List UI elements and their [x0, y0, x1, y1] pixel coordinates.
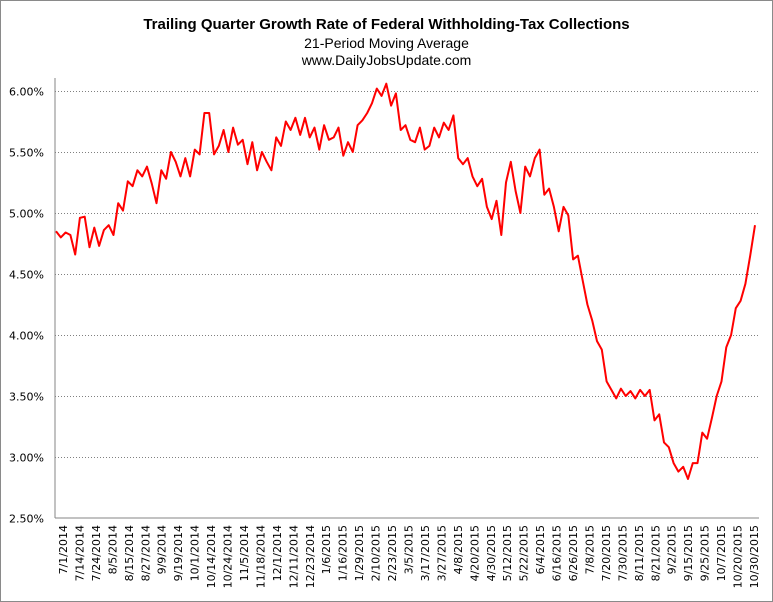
- y-tick-label: 2.50%: [9, 513, 44, 526]
- x-tick-label: 10/30/2015: [748, 525, 761, 588]
- y-axis-ticks: 2.50% 3.00% 3.50% 4.00% 4.50% 5.00% 5.50% 6.00%: [9, 86, 44, 526]
- x-tick-label: 10/1/2014: [189, 525, 202, 581]
- x-tick-label: 7/8/2015: [583, 525, 596, 574]
- series-line: [55, 82, 756, 480]
- x-tick-label: 8/5/2014: [106, 525, 119, 574]
- x-tick-label: 11/18/2014: [254, 525, 267, 588]
- x-tick-label: 1/6/2015: [320, 525, 333, 574]
- y-tick-label: 4.50%: [9, 269, 44, 282]
- x-tick-label: 12/23/2014: [304, 525, 317, 588]
- x-tick-label: 8/27/2014: [139, 525, 152, 581]
- x-tick-label: 8/11/2015: [633, 525, 646, 581]
- x-tick-label: 10/24/2014: [222, 525, 235, 588]
- x-tick-label: 3/5/2015: [403, 525, 416, 574]
- y-tick-label: 5.00%: [9, 208, 44, 221]
- x-tick-label: 4/20/2015: [468, 525, 481, 581]
- x-axis-ticks: 7/1/2014 7/14/2014 7/24/2014 8/5/2014 8/15/2…: [57, 525, 761, 588]
- x-tick-label: 9/19/2014: [172, 525, 185, 581]
- chart-source: www.DailyJobsUpdate.com: [301, 52, 472, 68]
- x-tick-label: 10/20/2015: [732, 525, 745, 588]
- x-tick-label: 6/26/2015: [567, 525, 580, 581]
- x-tick-label: 2/10/2015: [370, 525, 383, 581]
- chart-subtitle: 21-Period Moving Average: [304, 35, 469, 51]
- x-tick-label: 9/15/2015: [682, 525, 695, 581]
- x-tick-label: 1/29/2015: [353, 525, 366, 581]
- x-tick-label: 2/23/2015: [386, 525, 399, 581]
- x-tick-label: 3/17/2015: [419, 525, 432, 581]
- y-tick-label: 4.00%: [9, 330, 44, 343]
- x-tick-label: 5/12/2015: [501, 525, 514, 581]
- x-tick-label: 12/11/2014: [287, 525, 300, 588]
- x-tick-label: 6/4/2015: [534, 525, 547, 574]
- x-tick-label: 12/1/2014: [271, 525, 284, 581]
- x-tick-label: 10/7/2015: [715, 525, 728, 581]
- x-tick-label: 5/22/2015: [518, 525, 531, 581]
- gridlines: [55, 91, 759, 458]
- x-tick-label: 8/15/2014: [123, 525, 136, 581]
- x-tick-label: 10/14/2014: [205, 525, 218, 588]
- x-tick-label: 4/30/2015: [485, 525, 498, 581]
- x-tick-label: 9/25/2015: [699, 525, 712, 581]
- x-tick-label: 11/5/2014: [238, 525, 251, 581]
- x-tick-label: 3/27/2015: [435, 525, 448, 581]
- x-tick-label: 7/1/2014: [57, 525, 70, 574]
- y-tick-label: 6.00%: [9, 86, 44, 99]
- y-tick-label: 5.50%: [9, 147, 44, 160]
- x-tick-label: 1/16/2015: [337, 525, 350, 581]
- x-tick-label: 9/9/2014: [156, 525, 169, 574]
- x-tick-label: 9/2/2015: [666, 525, 679, 574]
- x-tick-label: 7/30/2015: [616, 525, 629, 581]
- chart-title: Trailing Quarter Growth Rate of Federal …: [143, 16, 630, 33]
- x-tick-label: 7/14/2014: [73, 525, 86, 581]
- data-points: [55, 83, 756, 480]
- x-tick-label: 7/24/2014: [90, 525, 103, 581]
- y-tick-label: 3.00%: [9, 452, 44, 465]
- y-tick-label: 3.50%: [9, 391, 44, 404]
- x-tick-label: 4/8/2015: [452, 525, 465, 574]
- x-tick-label: 7/20/2015: [600, 525, 613, 581]
- x-tick-label: 6/16/2015: [551, 525, 564, 581]
- x-tick-label: 8/21/2015: [649, 525, 662, 581]
